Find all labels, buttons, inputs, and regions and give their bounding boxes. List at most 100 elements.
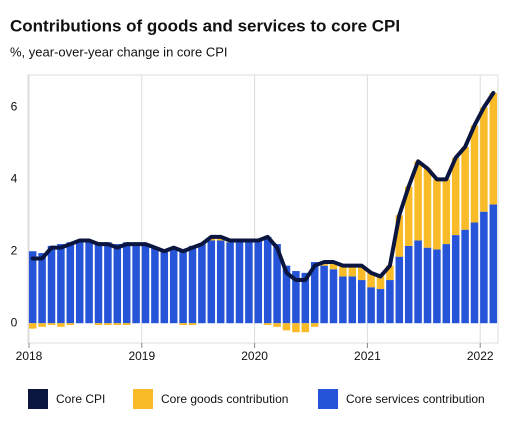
bar	[301, 323, 310, 333]
bar	[292, 323, 300, 333]
bar	[151, 247, 159, 324]
bar	[226, 242, 234, 324]
bar	[104, 323, 112, 326]
bar	[310, 323, 319, 327]
bar	[254, 240, 263, 324]
bar	[376, 276, 385, 290]
bar	[386, 280, 394, 324]
bar	[348, 276, 357, 324]
bar	[57, 244, 65, 324]
line	[30, 90, 496, 283]
bar	[376, 289, 385, 324]
bar	[282, 323, 291, 331]
bar	[263, 323, 272, 326]
bar	[141, 244, 150, 324]
bar	[480, 211, 488, 324]
bar	[28, 323, 37, 329]
bar	[480, 107, 488, 212]
bar	[57, 323, 65, 327]
bar	[386, 265, 394, 281]
y-tick-label: 2	[11, 243, 18, 257]
bar	[395, 256, 404, 324]
bar	[273, 244, 281, 324]
bar	[235, 242, 244, 324]
bar	[461, 146, 469, 230]
bar	[38, 323, 46, 327]
bar	[433, 249, 441, 324]
bar	[329, 262, 338, 270]
bar	[433, 179, 441, 250]
plot-frame	[27, 74, 499, 344]
bar	[404, 245, 413, 324]
bar	[423, 168, 432, 248]
bar	[451, 235, 460, 324]
bar	[104, 242, 112, 324]
bar	[367, 272, 375, 288]
chart-subtitle: %, year-over-year change in core CPI	[10, 44, 227, 59]
chart-title: Contributions of goods and services to c…	[10, 16, 400, 35]
bar	[451, 157, 460, 236]
bar	[404, 186, 413, 246]
bar	[273, 323, 281, 327]
bar	[198, 244, 206, 324]
bar	[292, 271, 300, 324]
bar	[113, 244, 122, 324]
legend-label: Core CPI	[56, 392, 105, 406]
bar	[357, 265, 366, 281]
bar	[423, 247, 432, 324]
bar	[47, 323, 56, 326]
bar	[66, 323, 75, 326]
bar	[179, 249, 187, 324]
bar	[94, 323, 103, 326]
bar	[414, 161, 422, 241]
x-tick-label: 2020	[241, 349, 268, 363]
bar	[282, 265, 291, 324]
bar	[489, 204, 498, 324]
bar	[207, 240, 216, 324]
bar	[414, 240, 422, 324]
bar	[75, 240, 84, 324]
bar	[442, 179, 451, 245]
bar	[122, 323, 131, 326]
bar	[320, 265, 328, 324]
bar	[188, 323, 197, 326]
bar	[122, 242, 131, 324]
bar	[47, 245, 56, 324]
bar	[348, 265, 357, 277]
bar	[245, 242, 253, 324]
y-tick-label: 4	[11, 171, 18, 185]
x-tick-label: 2019	[128, 349, 155, 363]
bar	[169, 247, 178, 324]
bar	[38, 253, 46, 324]
bar	[470, 222, 479, 324]
bar	[470, 125, 479, 223]
y-tick-label: 6	[11, 100, 18, 114]
bar	[132, 244, 140, 324]
bar	[188, 245, 197, 324]
legend-label: Core goods contribution	[161, 392, 288, 406]
bar	[442, 244, 451, 324]
x-tick-label: 2018	[16, 349, 43, 363]
legend-label: Core services contribution	[346, 392, 485, 406]
bar	[395, 215, 404, 257]
bar	[263, 236, 272, 324]
bar	[489, 92, 498, 205]
bar	[367, 287, 375, 324]
bar	[216, 240, 225, 324]
bar	[66, 242, 75, 324]
bar	[179, 323, 187, 326]
bar	[160, 251, 169, 324]
x-tick-label: 2022	[467, 349, 494, 363]
bar	[329, 269, 338, 324]
bar	[85, 240, 93, 324]
bar	[461, 229, 469, 324]
bar	[113, 323, 122, 326]
bar	[339, 265, 347, 277]
bar	[94, 242, 103, 324]
x-tick-label: 2021	[354, 349, 381, 363]
y-tick-label: 0	[11, 315, 18, 329]
legend-swatch	[28, 389, 48, 409]
bar	[310, 262, 319, 324]
